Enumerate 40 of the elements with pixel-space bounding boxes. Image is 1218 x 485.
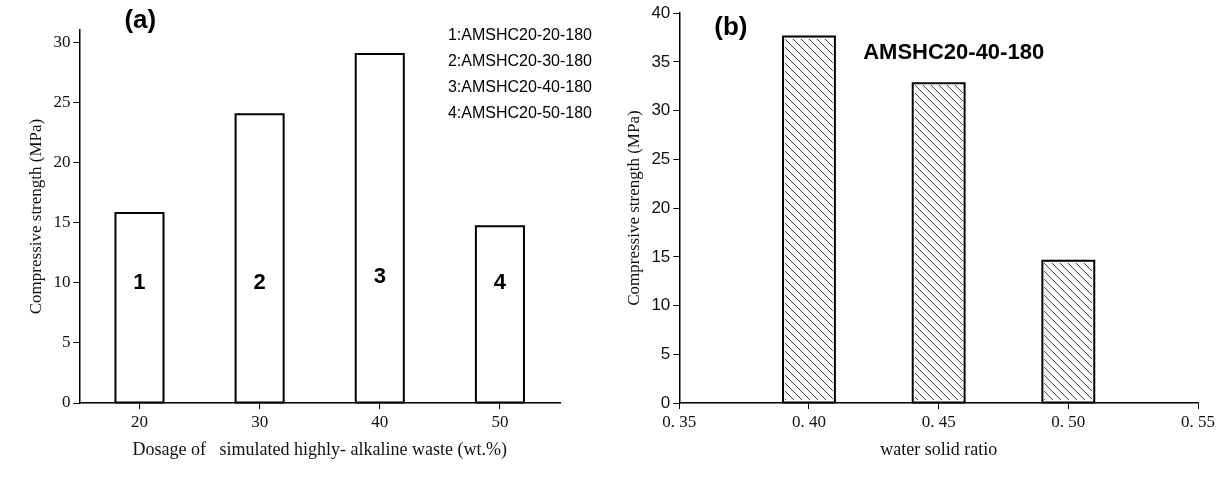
y-tick-label: 0: [61, 392, 71, 412]
x-tick-label: 20: [130, 411, 148, 431]
y-tick-label: 5: [660, 343, 671, 363]
y-tick-label: 5: [61, 332, 71, 352]
chart-title: (b): [714, 11, 748, 42]
annotation: 2:AMSHC20-30-180: [447, 52, 593, 70]
annotation: 4: [493, 268, 507, 294]
x-tick-label: 0. 35: [662, 411, 697, 431]
x-axis-title: Dosage of simulated highly- alkaline waste (wt.%): [132, 438, 507, 460]
y-tick-label: 10: [53, 272, 71, 292]
y-tick-label: 10: [651, 295, 671, 315]
annotation: 3: [373, 262, 386, 288]
x-tick-label: 0. 40: [791, 411, 826, 431]
y-axis-title: Compressive strength (MPa): [623, 110, 643, 306]
annotation: 1:AMSHC20-20-180: [447, 26, 593, 44]
y-tick-label: 25: [53, 91, 71, 111]
x-tick-label: 30: [251, 411, 269, 431]
annotation: 4:AMSHC20-50-180: [447, 104, 593, 122]
x-tick-label: 0. 45: [921, 411, 956, 431]
y-tick-label: 25: [651, 149, 671, 169]
x-tick-label: 0. 55: [1181, 411, 1215, 431]
annotation: 1: [133, 268, 146, 294]
y-tick-label: 40: [651, 2, 671, 22]
annotation: 3:AMSHC20-40-180: [447, 78, 593, 96]
y-tick-label: 20: [53, 151, 71, 171]
y-tick-label: 0: [660, 392, 671, 412]
y-tick-label: 35: [651, 51, 671, 71]
y-tick-label: 15: [651, 246, 671, 266]
y-tick-label: 30: [651, 100, 671, 120]
x-tick-label: 40: [371, 411, 389, 431]
annotation: 2: [253, 268, 266, 294]
y-tick-label: 15: [53, 211, 71, 231]
y-tick-label: 30: [53, 31, 71, 51]
annotation: AMSHC20-40-180: [863, 39, 1045, 65]
chart-title: (a): [124, 4, 157, 35]
y-axis-title: Compressive strength (MPa): [25, 118, 45, 315]
x-axis-title: water solid ratio: [880, 438, 998, 459]
x-tick-label: 0. 50: [1051, 411, 1086, 431]
x-tick-label: 50: [491, 411, 509, 431]
y-tick-label: 20: [651, 197, 671, 217]
